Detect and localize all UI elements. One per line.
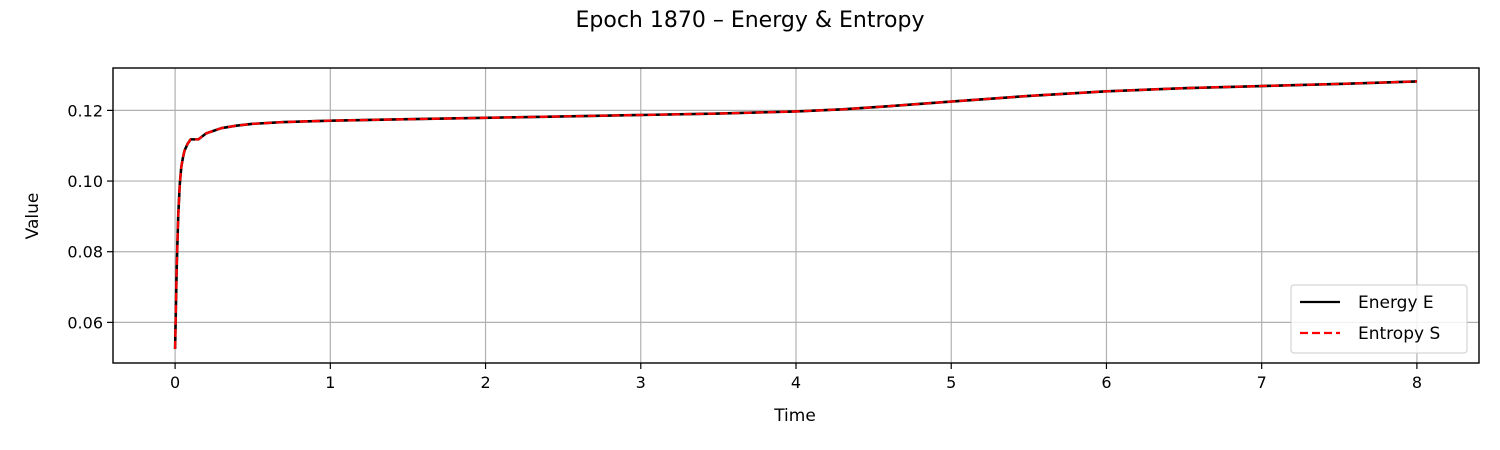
- x-axis-label: Time: [773, 406, 816, 426]
- plot-frame: [112, 67, 1480, 364]
- axis-ticks: 0 1 2 3 4 5 6 7 8 0.06 0.08 0.10 0.12: [67, 101, 1422, 392]
- x-tick-label: 3: [636, 373, 646, 392]
- entropy-series-line: [173, 80, 1417, 349]
- x-tick-label: 7: [1257, 373, 1267, 392]
- legend-label-energy: Energy E: [1358, 293, 1434, 313]
- y-tick-label: 0.12: [67, 101, 103, 120]
- chart-title: Epoch 1870 – Energy & Entropy: [576, 8, 925, 33]
- legend-label-entropy: Entropy S: [1358, 324, 1440, 344]
- y-axis-label: Value: [23, 193, 43, 240]
- y-tick-label: 0.10: [67, 172, 103, 191]
- x-tick-label: 4: [791, 373, 801, 392]
- legend: Energy E Entropy S: [1290, 284, 1468, 354]
- y-tick-label: 0.06: [67, 313, 103, 332]
- x-tick-label: 0: [170, 373, 180, 392]
- y-tick-label: 0.08: [67, 243, 103, 262]
- x-tick-label: 5: [946, 373, 956, 392]
- x-tick-label: 8: [1412, 373, 1422, 392]
- series-lines: [173, 80, 1417, 349]
- x-tick-label: 6: [1101, 373, 1111, 392]
- x-tick-label: 2: [480, 373, 490, 392]
- x-tick-label: 1: [325, 373, 335, 392]
